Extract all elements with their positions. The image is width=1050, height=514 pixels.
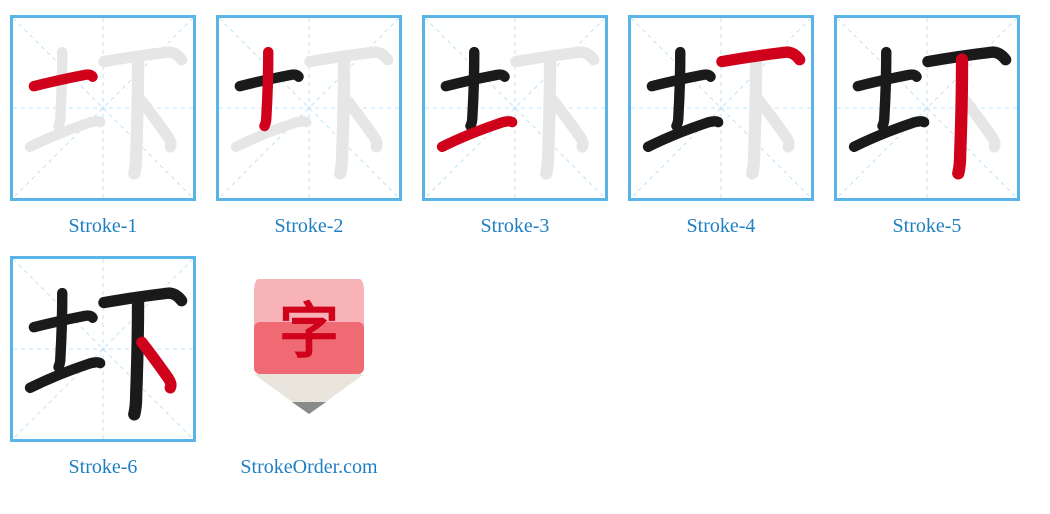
- stroke-cell-1: Stroke-1: [10, 15, 196, 238]
- stroke-caption: Stroke-1: [69, 215, 138, 238]
- character-glyph: [219, 18, 399, 198]
- logo-cell: 字 StrokeOrder.com: [216, 256, 402, 479]
- stroke-caption: Stroke-2: [275, 215, 344, 238]
- stroke-tile: [10, 256, 196, 442]
- stroke-tile: [422, 15, 608, 201]
- stroke-cell-6: Stroke-6: [10, 256, 196, 479]
- stroke-tile: [628, 15, 814, 201]
- stroke-cell-4: Stroke-4: [628, 15, 814, 238]
- stroke-caption: Stroke-6: [69, 456, 138, 479]
- stroke-tile: [10, 15, 196, 201]
- character-glyph: [13, 259, 193, 439]
- site-logo: 字: [216, 256, 402, 442]
- stroke-tile: [216, 15, 402, 201]
- character-glyph: [425, 18, 605, 198]
- stroke-caption: Stroke-3: [481, 215, 550, 238]
- stroke-caption: Stroke-5: [893, 215, 962, 238]
- stroke-order-grid: Stroke-1 Stroke-2 Stroke-3 St: [10, 15, 1040, 479]
- stroke-cell-2: Stroke-2: [216, 15, 402, 238]
- character-glyph: [13, 18, 193, 198]
- stroke-tile: [834, 15, 1020, 201]
- logo-caption: StrokeOrder.com: [240, 456, 377, 479]
- stroke-cell-3: Stroke-3: [422, 15, 608, 238]
- character-glyph: [631, 18, 811, 198]
- stroke-cell-5: Stroke-5: [834, 15, 1020, 238]
- character-glyph: [837, 18, 1017, 198]
- logo-character: 字: [279, 298, 339, 365]
- stroke-caption: Stroke-4: [687, 215, 756, 238]
